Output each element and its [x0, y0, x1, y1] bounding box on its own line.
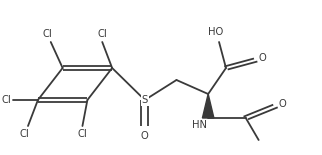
Text: Cl: Cl — [20, 129, 30, 139]
Polygon shape — [203, 94, 214, 118]
Text: Cl: Cl — [78, 129, 87, 139]
Text: O: O — [259, 53, 267, 63]
Text: S: S — [142, 95, 148, 105]
Text: HO: HO — [208, 27, 223, 37]
Text: HN: HN — [192, 120, 207, 130]
Text: Cl: Cl — [43, 29, 52, 39]
Text: O: O — [141, 131, 149, 141]
Text: Cl: Cl — [2, 95, 12, 105]
Text: Cl: Cl — [97, 29, 107, 39]
Text: O: O — [279, 100, 286, 109]
